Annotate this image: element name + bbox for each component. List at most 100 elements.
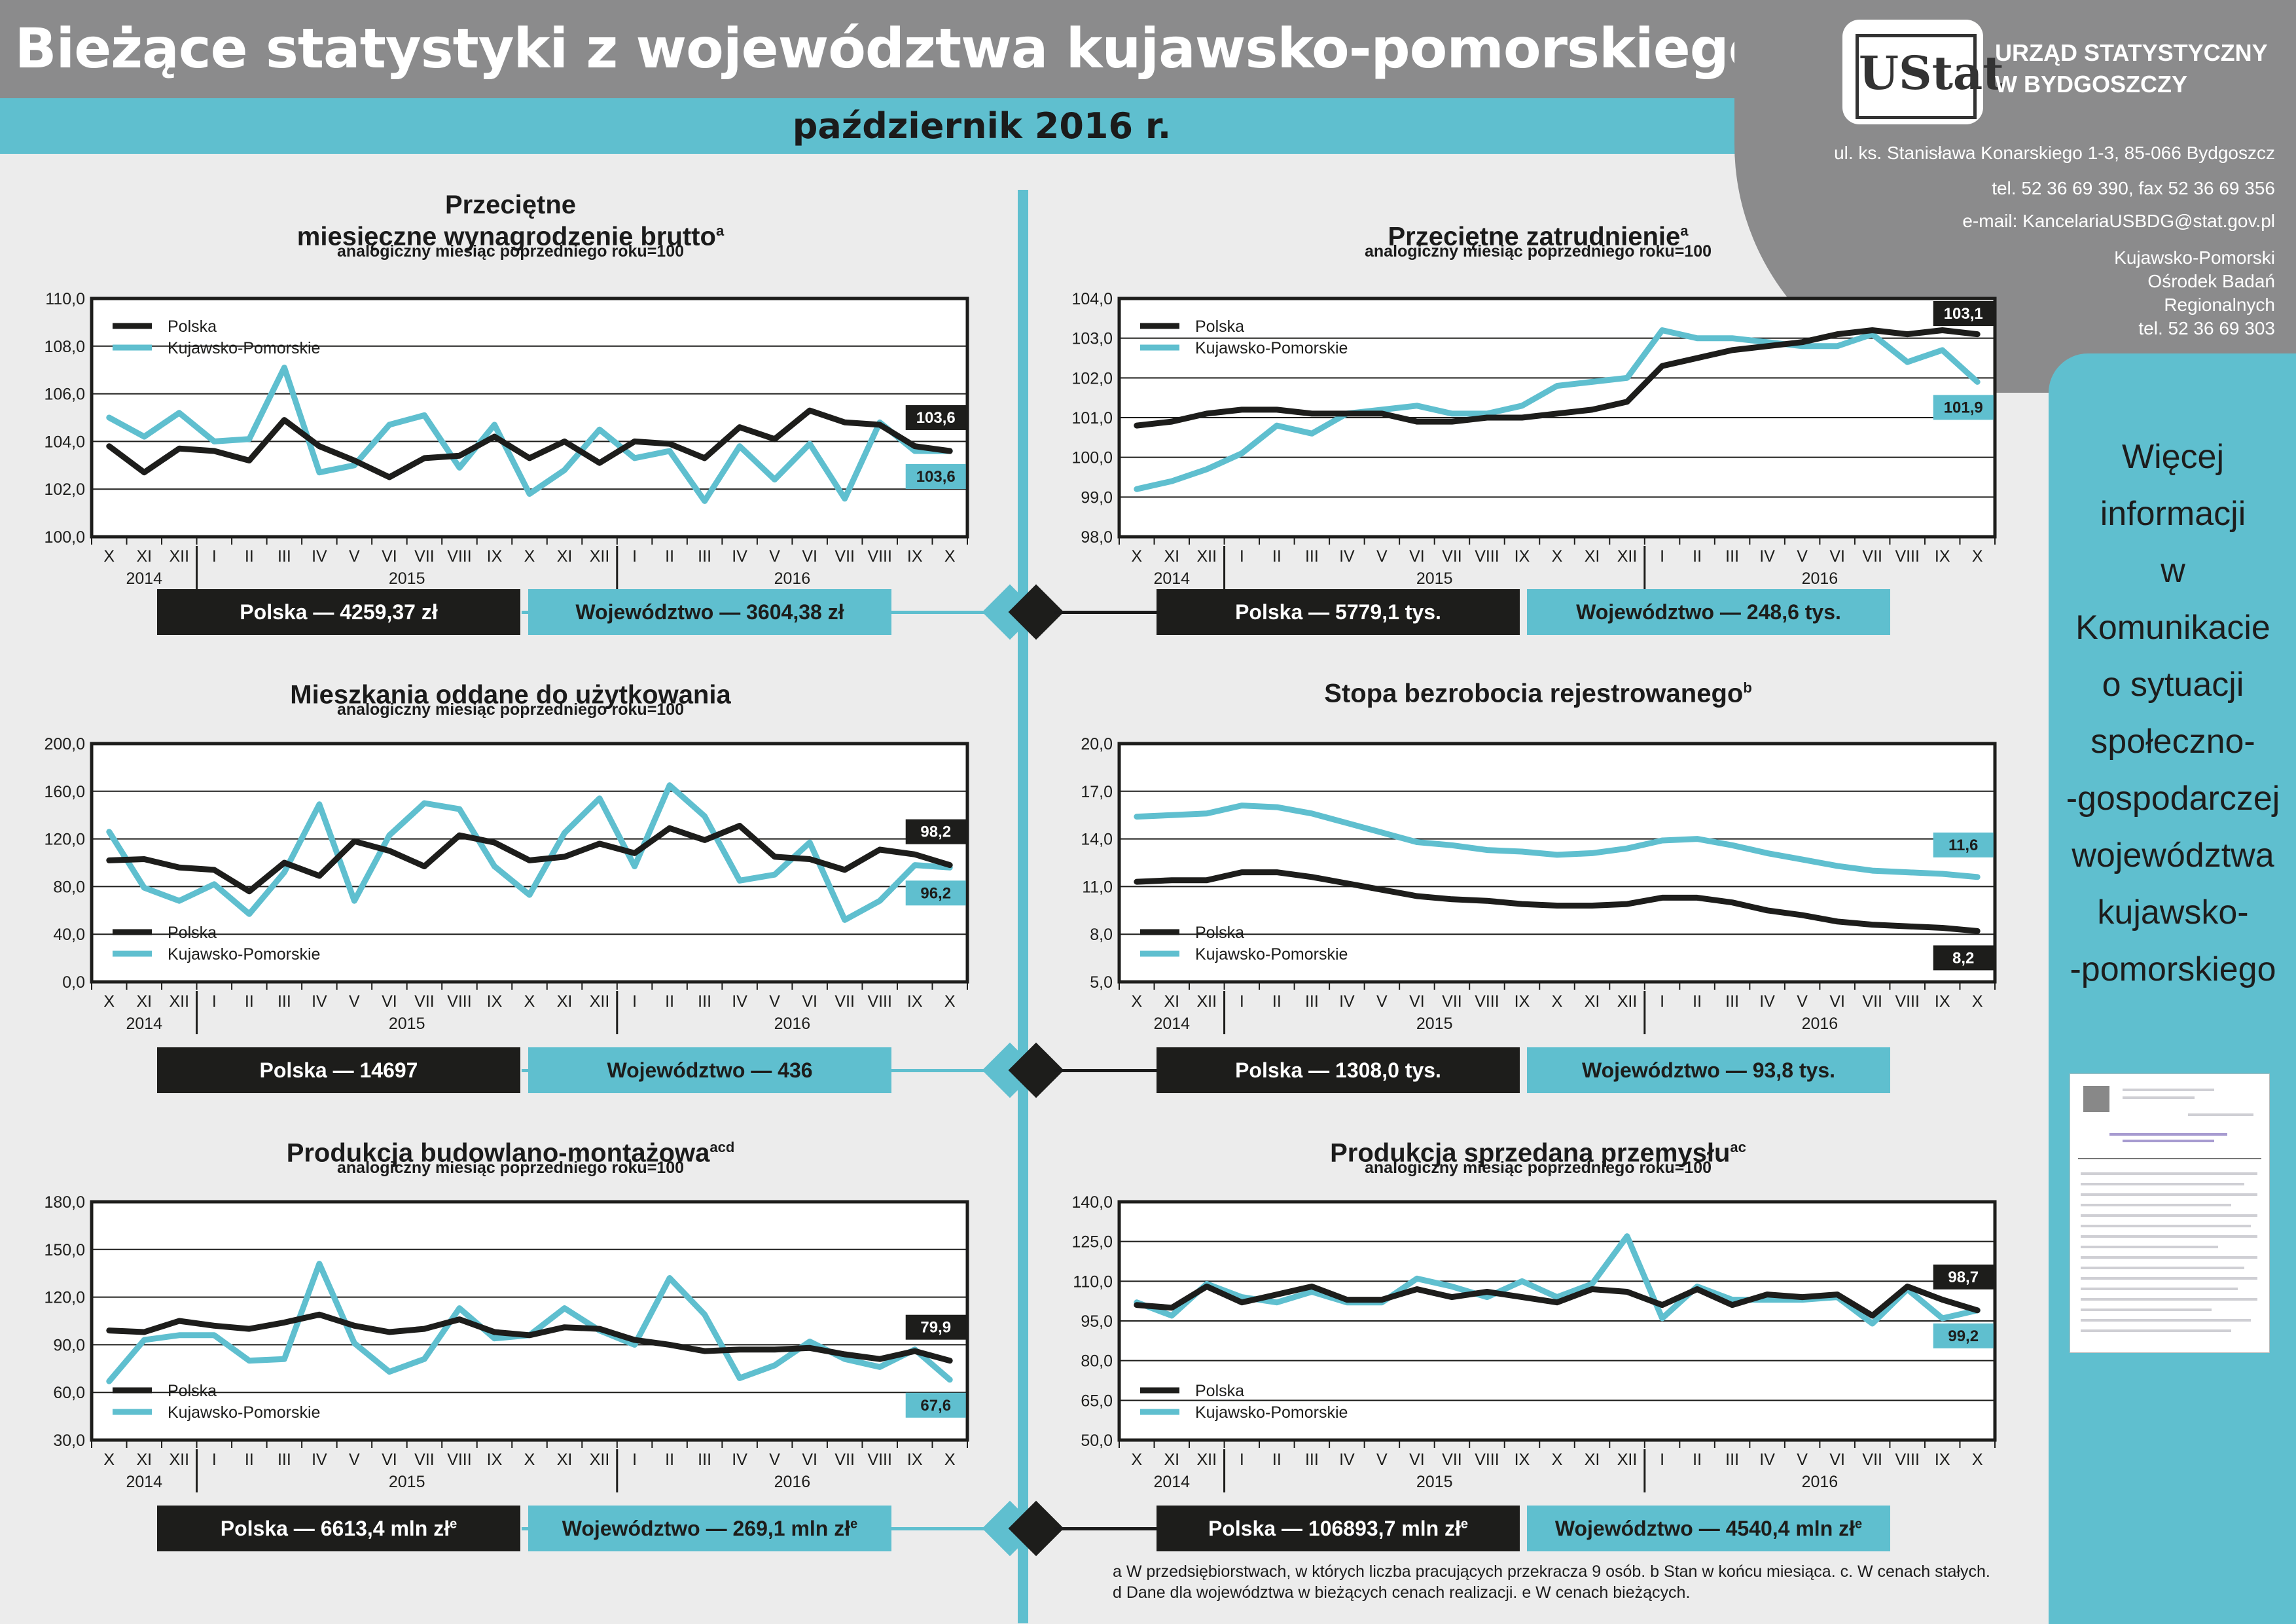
x-tick-label: X — [1972, 547, 1983, 566]
chart-5-title: Produkcja budowlano-montażowaacd — [92, 1134, 929, 1166]
x-tick-label: XI — [1164, 1451, 1179, 1469]
more-info-line-2: informacji — [2100, 495, 2246, 533]
x-tick-label: XII — [1197, 1451, 1217, 1469]
x-tick-label: X — [1972, 1451, 1983, 1469]
y-tick-label: 103,0 — [1071, 330, 1113, 348]
y-tick-label: 65,0 — [1081, 1392, 1113, 1410]
x-tick-label: IV — [1759, 992, 1775, 1011]
x-tick-label: VIII — [447, 1451, 472, 1469]
plot-area — [1119, 744, 1995, 982]
x-tick-label: VIII — [867, 547, 892, 566]
x-tick-label: IV — [1339, 547, 1355, 566]
x-tick-label: IX — [907, 1451, 923, 1469]
y-tick-label: 20,0 — [1081, 735, 1113, 753]
y-tick-label: 0,0 — [62, 973, 85, 992]
y-tick-label: 180,0 — [44, 1193, 85, 1212]
x-tick-label: II — [245, 547, 254, 566]
end-label-polska: 98,2 — [920, 823, 951, 841]
y-tick-label: 120,0 — [44, 831, 85, 849]
x-tick-label: VI — [382, 992, 397, 1011]
chart-5-box-region: Województwo — 269,1 mln złe — [528, 1506, 891, 1551]
chart-1-subtitle: analogiczny miesiąc poprzedniego roku=10… — [336, 242, 685, 261]
x-tick-label: III — [1725, 1451, 1739, 1469]
year-label: 2014 — [126, 1015, 162, 1033]
x-tick-label: VII — [1862, 992, 1882, 1011]
series-line-kujawsko-pomorskie — [1134, 803, 1981, 880]
x-tick-label: VI — [382, 1451, 397, 1469]
end-label-region: 96,2 — [920, 884, 951, 902]
center-name-line3: Regionalnych — [2164, 295, 2275, 315]
thumb-line — [2078, 1158, 2261, 1159]
x-tick-label: V — [769, 992, 780, 1011]
chart-4-box-region: Województwo — 93,8 tys. — [1527, 1047, 1890, 1093]
office-email[interactable]: e-mail: KancelariaUSBDG@stat.gov.pl — [1962, 211, 2275, 231]
x-tick-label: IV — [732, 547, 747, 566]
chart-6-box-region: Województwo — 4540,4 mln złe — [1527, 1506, 1890, 1551]
y-tick-label: 50,0 — [1081, 1432, 1113, 1450]
legend-label-region: Kujawsko-Pomorskie — [168, 339, 320, 357]
x-tick-label: VIII — [867, 992, 892, 1011]
x-tick-label: X — [524, 992, 535, 1011]
x-tick-label: V — [349, 992, 360, 1011]
x-tick-label: I — [1660, 1451, 1664, 1469]
x-tick-label: I — [1240, 1451, 1244, 1469]
plot-frame — [90, 1200, 969, 1442]
y-tick-label: 98,0 — [1081, 528, 1113, 547]
x-tick-label: X — [1131, 547, 1142, 566]
chart-2-subtitle: analogiczny miesiąc poprzedniego roku=10… — [1364, 242, 1712, 261]
report-thumbnail[interactable] — [2070, 1074, 2270, 1353]
thumb-line — [2081, 1225, 2251, 1227]
x-tick-label: VIII — [1895, 992, 1920, 1011]
end-label-polska-box — [905, 1314, 966, 1340]
x-tick-label: XI — [1585, 992, 1600, 1011]
chart-1-box-region: Województwo — 3604,38 zł — [528, 589, 891, 635]
x-tick-label: IX — [487, 992, 503, 1011]
chart-6-box-region-text: Województwo — 4540,4 mln zł — [1554, 1517, 1856, 1540]
series-line-polska — [1134, 869, 1981, 934]
x-tick-label: IV — [1759, 547, 1775, 566]
more-info-line-10: -pomorskiego — [2070, 950, 2276, 988]
x-tick-label: X — [1552, 992, 1563, 1011]
x-tick-label: XI — [1164, 547, 1179, 566]
chart-6-title-sup: ac — [1730, 1139, 1746, 1155]
y-tick-label: 102,0 — [1071, 369, 1113, 388]
x-tick-label: IV — [732, 992, 747, 1011]
x-tick-label: XI — [1585, 1451, 1600, 1469]
y-tick-label: 100,0 — [44, 528, 85, 547]
x-tick-label: VIII — [447, 547, 472, 566]
x-tick-label: XII — [170, 992, 190, 1011]
x-tick-label: VIII — [1895, 547, 1920, 566]
chart-5-box-polska-text: Polska — 6613,4 mln zł — [220, 1517, 450, 1540]
x-tick-label: VI — [1409, 1451, 1425, 1469]
x-tick-label: VII — [834, 992, 855, 1011]
x-tick-label: X — [1131, 992, 1142, 1011]
x-tick-label: VII — [834, 1451, 855, 1469]
y-tick-label: 104,0 — [44, 433, 85, 451]
y-tick-label: 14,0 — [1081, 831, 1113, 849]
y-tick-label: 80,0 — [1081, 1352, 1113, 1371]
y-tick-label: 17,0 — [1081, 783, 1113, 801]
x-tick-label: II — [665, 992, 674, 1011]
end-label-polska-box — [1933, 1264, 1994, 1290]
x-tick-label: XI — [136, 1451, 152, 1469]
series-line-polska — [106, 407, 953, 480]
more-info-panel — [2049, 353, 2296, 1624]
chart-2-title: Przeciętne zatrudnieniea — [1060, 217, 2016, 250]
end-label-region: 11,6 — [1948, 837, 1978, 854]
series-line-polska — [106, 823, 953, 895]
thumb-line — [2081, 1277, 2257, 1280]
end-label-polska: 103,1 — [1944, 305, 1983, 323]
y-tick-label: 80,0 — [53, 878, 85, 896]
x-tick-label: III — [1725, 992, 1739, 1011]
plot-frame — [90, 297, 969, 539]
x-tick-label: I — [632, 992, 637, 1011]
chart-5-subtitle: analogiczny miesiąc poprzedniego roku=10… — [336, 1159, 685, 1177]
thumb-line — [2081, 1204, 2231, 1206]
series-line-kujawsko-pomorskie — [106, 365, 953, 504]
x-tick-label: III — [1305, 1451, 1319, 1469]
year-label: 2015 — [389, 569, 425, 588]
x-tick-label: III — [1305, 992, 1319, 1011]
